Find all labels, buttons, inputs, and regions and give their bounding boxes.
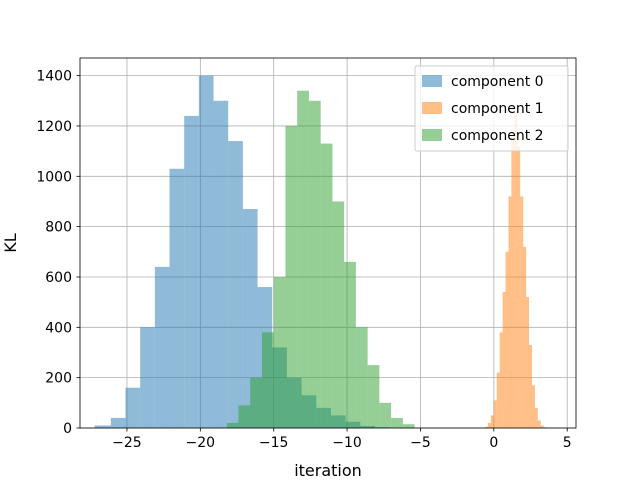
bar bbox=[485, 426, 488, 428]
y-tick-label: 800 bbox=[45, 220, 72, 236]
x-tick-label: −15 bbox=[259, 435, 289, 451]
y-tick-label: 400 bbox=[45, 320, 72, 336]
bar bbox=[379, 402, 392, 428]
bar bbox=[344, 261, 356, 428]
bar bbox=[198, 75, 214, 428]
bar bbox=[273, 276, 286, 428]
bar bbox=[228, 141, 243, 428]
bar bbox=[487, 422, 491, 428]
bar bbox=[308, 100, 321, 428]
bar bbox=[154, 266, 170, 428]
x-axis-label: iteration bbox=[294, 461, 362, 480]
bar bbox=[531, 385, 535, 428]
x-tick-label: −20 bbox=[186, 435, 216, 451]
bar bbox=[242, 209, 258, 428]
bar bbox=[517, 146, 521, 428]
y-tick-label: 1200 bbox=[36, 119, 72, 135]
bar bbox=[493, 400, 497, 428]
bar bbox=[496, 372, 500, 428]
histogram-bars bbox=[94, 75, 547, 429]
bar bbox=[523, 246, 527, 428]
legend-box bbox=[414, 65, 569, 152]
bar bbox=[367, 365, 380, 428]
bar bbox=[526, 297, 530, 428]
bar bbox=[520, 196, 524, 428]
legend-swatch bbox=[422, 102, 442, 114]
series-1-bars bbox=[485, 110, 547, 428]
bar bbox=[226, 422, 239, 428]
bar bbox=[110, 417, 126, 428]
bar bbox=[540, 425, 544, 428]
bar bbox=[502, 292, 506, 428]
y-axis-ticks: 0 200 400 600 800 1000 1200 1400 bbox=[36, 69, 80, 437]
bar bbox=[297, 90, 309, 429]
legend-label: component 2 bbox=[451, 128, 544, 144]
bar bbox=[505, 251, 509, 428]
x-tick-label: −25 bbox=[112, 435, 142, 451]
legend: component 0 component 1 component 2 bbox=[414, 65, 569, 152]
bar bbox=[537, 420, 541, 428]
bar bbox=[213, 100, 229, 428]
x-tick-label: 0 bbox=[489, 435, 498, 451]
legend-label: component 1 bbox=[451, 101, 544, 117]
bar bbox=[125, 387, 141, 428]
bar bbox=[94, 425, 111, 428]
bar bbox=[184, 115, 199, 428]
x-tick-label: −5 bbox=[410, 435, 431, 451]
bar bbox=[332, 201, 345, 428]
x-tick-label: 5 bbox=[563, 435, 572, 451]
y-axis-label: KL bbox=[1, 233, 20, 252]
bar bbox=[391, 417, 403, 428]
bar bbox=[261, 332, 274, 428]
y-tick-label: 200 bbox=[45, 371, 72, 387]
bar bbox=[508, 196, 512, 428]
y-tick-label: 600 bbox=[45, 270, 72, 286]
legend-swatch bbox=[422, 75, 442, 87]
bar bbox=[534, 407, 538, 428]
bar bbox=[490, 415, 494, 428]
bar bbox=[238, 405, 251, 428]
bar bbox=[140, 327, 155, 428]
plot-frame bbox=[79, 57, 577, 429]
bar bbox=[514, 110, 518, 428]
legend-swatch bbox=[422, 129, 442, 141]
bar bbox=[250, 377, 262, 428]
bar bbox=[355, 327, 368, 428]
y-tick-label: 1000 bbox=[36, 169, 72, 185]
bar bbox=[320, 143, 333, 428]
bar bbox=[285, 125, 298, 429]
bar bbox=[499, 332, 503, 428]
bar bbox=[529, 344, 532, 428]
y-tick-label: 1400 bbox=[36, 69, 72, 85]
x-axis-ticks: −25 −20 −15 −10 −5 0 5 bbox=[112, 428, 572, 451]
series-2-bars bbox=[226, 90, 415, 429]
y-tick-label: 0 bbox=[63, 421, 72, 437]
bar bbox=[402, 424, 415, 428]
legend-label: component 0 bbox=[451, 74, 544, 90]
x-tick-label: −10 bbox=[332, 435, 362, 451]
bar bbox=[169, 168, 185, 429]
bar bbox=[511, 138, 515, 428]
